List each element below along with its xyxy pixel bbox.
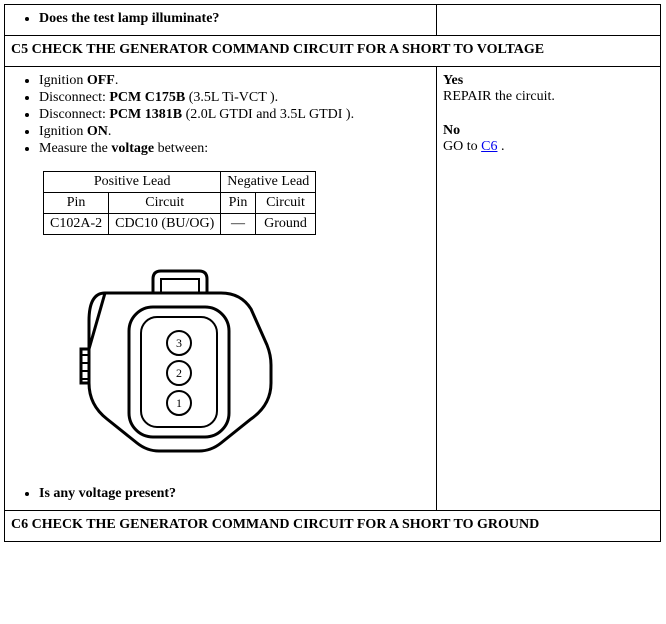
lead-neg-circuit: Ground: [255, 214, 316, 235]
lead-neg-circuit-h: Circuit: [255, 193, 316, 214]
c5-step-1-post: (3.5L Ti-VCT ).: [185, 90, 278, 105]
c5-left: Ignition OFF. Disconnect: PCM C175B (3.5…: [5, 67, 437, 511]
c5-step-1: Disconnect: PCM C175B (3.5L Ti-VCT ).: [39, 90, 430, 106]
answer-yes-block: Yes REPAIR the circuit.: [443, 73, 654, 105]
connector-pin-2-label: 2: [176, 366, 182, 380]
c5-steps: Ignition OFF. Disconnect: PCM C175B (3.5…: [11, 73, 430, 157]
c5-step-2-pre: Disconnect:: [39, 107, 109, 122]
c5-step-3-post: .: [108, 124, 112, 139]
row-prev-left: Does the test lamp illuminate?: [5, 5, 437, 36]
answer-no-action: GO to C6 .: [443, 139, 654, 155]
row-c5-body: Ignition OFF. Disconnect: PCM C175B (3.5…: [5, 67, 661, 511]
lead-pos-pin: C102A-2: [44, 214, 109, 235]
prev-question-item: Does the test lamp illuminate?: [39, 11, 430, 27]
lead-neg-header: Negative Lead: [221, 172, 316, 193]
c5-step-3: Ignition ON.: [39, 124, 430, 140]
prev-question-list: Does the test lamp illuminate?: [11, 11, 430, 27]
lead-neg-pin-h: Pin: [221, 193, 255, 214]
c5-heading: C5 CHECK THE GENERATOR COMMAND CIRCUIT F…: [11, 42, 654, 58]
c5-step-2: Disconnect: PCM 1381B (2.0L GTDI and 3.5…: [39, 107, 430, 123]
answer-no-pre: GO to: [443, 139, 481, 154]
diagnostic-table: Does the test lamp illuminate? C5 CHECK …: [4, 4, 661, 542]
lead-pos-circuit: CDC10 (BU/OG): [109, 214, 221, 235]
c5-step-2-bold: PCM 1381B: [109, 107, 182, 122]
row-prev: Does the test lamp illuminate?: [5, 5, 661, 36]
row-c5-heading: C5 CHECK THE GENERATOR COMMAND CIRCUIT F…: [5, 36, 661, 67]
c5-step-4: Measure the voltage between:: [39, 141, 430, 157]
c5-question-list: Is any voltage present?: [11, 486, 430, 502]
c5-step-1-pre: Disconnect:: [39, 90, 109, 105]
c5-heading-cell: C5 CHECK THE GENERATOR COMMAND CIRCUIT F…: [5, 36, 661, 67]
link-c6[interactable]: C6: [481, 139, 497, 154]
c5-step-4-post: between:: [154, 141, 208, 156]
c6-heading: C6 CHECK THE GENERATOR COMMAND CIRCUIT F…: [11, 517, 654, 533]
answer-yes-label: Yes: [443, 73, 654, 89]
lead-pos-header: Positive Lead: [44, 172, 221, 193]
c5-step-0-pre: Ignition: [39, 73, 87, 88]
c5-step-3-bold: ON: [87, 124, 108, 139]
c5-step-4-bold: voltage: [111, 141, 154, 156]
c5-step-0: Ignition OFF.: [39, 73, 430, 89]
answer-no-block: No GO to C6 .: [443, 123, 654, 155]
connector-diagram-icon: 3 2 1: [71, 255, 281, 465]
lead-pos-pin-h: Pin: [44, 193, 109, 214]
c6-heading-cell: C6 CHECK THE GENERATOR COMMAND CIRCUIT F…: [5, 511, 661, 542]
lead-neg-pin: —: [221, 214, 255, 235]
answer-no-post: .: [497, 139, 504, 154]
c5-question-text: Is any voltage present?: [39, 486, 176, 501]
c5-step-4-pre: Measure the: [39, 141, 111, 156]
answer-no-label: No: [443, 123, 654, 139]
c5-step-0-bold: OFF: [87, 73, 115, 88]
c5-step-1-bold: PCM C175B: [109, 90, 185, 105]
c5-step-2-post: (2.0L GTDI and 3.5L GTDI ).: [182, 107, 354, 122]
c5-step-3-pre: Ignition: [39, 124, 87, 139]
c5-right: Yes REPAIR the circuit. No GO to C6 .: [437, 67, 661, 511]
connector-pin-1-label: 1: [176, 396, 182, 410]
lead-table: Positive Lead Negative Lead Pin Circuit …: [43, 171, 316, 235]
lead-table-header2: Pin Circuit Pin Circuit: [44, 193, 316, 214]
c5-step-0-post: .: [115, 73, 119, 88]
row-prev-right: [437, 5, 661, 36]
lead-table-header1: Positive Lead Negative Lead: [44, 172, 316, 193]
lead-table-row: C102A-2 CDC10 (BU/OG) — Ground: [44, 214, 316, 235]
c5-question-item: Is any voltage present?: [39, 486, 430, 502]
connector-pin-3-label: 3: [176, 336, 182, 350]
prev-question-text: Does the test lamp illuminate?: [39, 11, 219, 26]
answer-yes-action: REPAIR the circuit.: [443, 89, 654, 105]
connector-diagram-wrap: 3 2 1: [71, 255, 430, 470]
lead-pos-circuit-h: Circuit: [109, 193, 221, 214]
row-c6-heading: C6 CHECK THE GENERATOR COMMAND CIRCUIT F…: [5, 511, 661, 542]
